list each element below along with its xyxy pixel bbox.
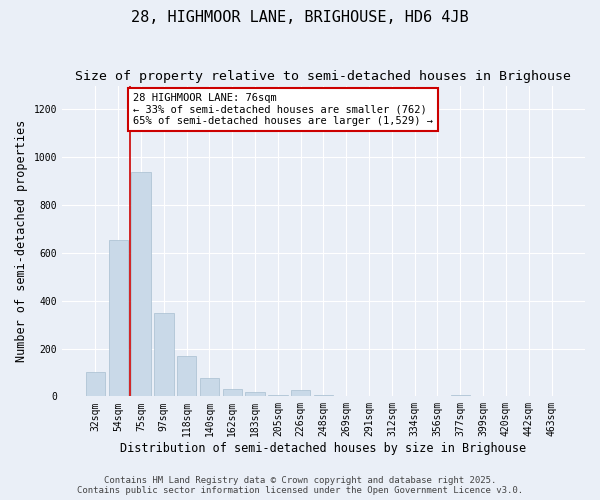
Bar [154, 312, 173, 396]
Bar [223, 389, 242, 396]
Bar [86, 372, 105, 396]
Bar [200, 378, 219, 396]
Bar [131, 172, 151, 396]
Bar [451, 395, 470, 396]
Bar [109, 240, 128, 396]
Bar [245, 392, 265, 396]
Text: 28, HIGHMOOR LANE, BRIGHOUSE, HD6 4JB: 28, HIGHMOOR LANE, BRIGHOUSE, HD6 4JB [131, 10, 469, 25]
Title: Size of property relative to semi-detached houses in Brighouse: Size of property relative to semi-detach… [76, 70, 571, 83]
X-axis label: Distribution of semi-detached houses by size in Brighouse: Distribution of semi-detached houses by … [121, 442, 527, 455]
Text: Contains HM Land Registry data © Crown copyright and database right 2025.
Contai: Contains HM Land Registry data © Crown c… [77, 476, 523, 495]
Bar [314, 395, 333, 396]
Bar [291, 390, 310, 396]
Bar [268, 395, 287, 396]
Y-axis label: Number of semi-detached properties: Number of semi-detached properties [15, 120, 28, 362]
Bar [177, 356, 196, 397]
Text: 28 HIGHMOOR LANE: 76sqm
← 33% of semi-detached houses are smaller (762)
65% of s: 28 HIGHMOOR LANE: 76sqm ← 33% of semi-de… [133, 92, 433, 126]
